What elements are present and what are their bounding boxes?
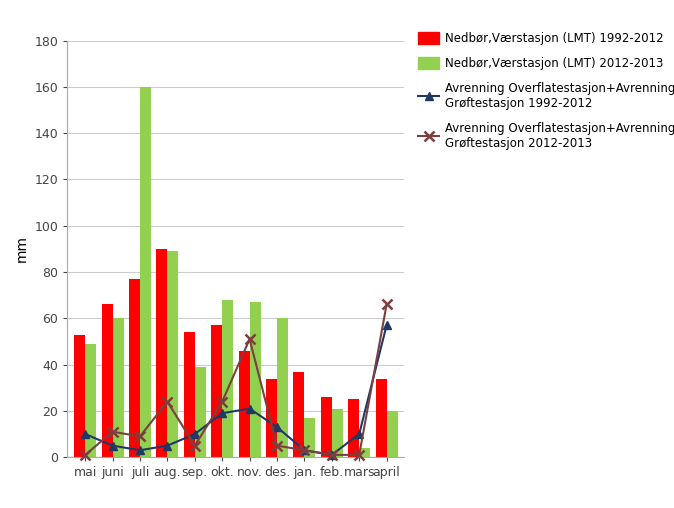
Bar xyxy=(387,411,398,457)
Bar xyxy=(332,408,343,457)
Bar xyxy=(195,367,206,457)
Bar xyxy=(167,251,179,457)
Bar xyxy=(74,335,85,457)
Bar xyxy=(211,325,222,457)
Bar xyxy=(113,319,123,457)
Bar xyxy=(321,397,332,457)
Bar xyxy=(140,87,151,457)
Bar xyxy=(239,351,249,457)
Bar xyxy=(156,249,167,457)
Bar xyxy=(222,300,233,457)
Bar xyxy=(184,332,195,457)
Legend: Nedbør,Værstasjon (LMT) 1992-2012, Nedbør,Værstasjon (LMT) 2012-2013, Avrenning : Nedbør,Værstasjon (LMT) 1992-2012, Nedbø… xyxy=(418,33,674,150)
Bar xyxy=(359,448,370,457)
Bar xyxy=(249,302,261,457)
Bar xyxy=(348,399,359,457)
Bar xyxy=(277,319,288,457)
Bar xyxy=(375,378,387,457)
Bar xyxy=(85,344,96,457)
Bar xyxy=(102,304,113,457)
Bar xyxy=(293,371,305,457)
Bar xyxy=(129,279,140,457)
Bar xyxy=(305,418,315,457)
Y-axis label: mm: mm xyxy=(15,235,29,263)
Bar xyxy=(266,378,277,457)
